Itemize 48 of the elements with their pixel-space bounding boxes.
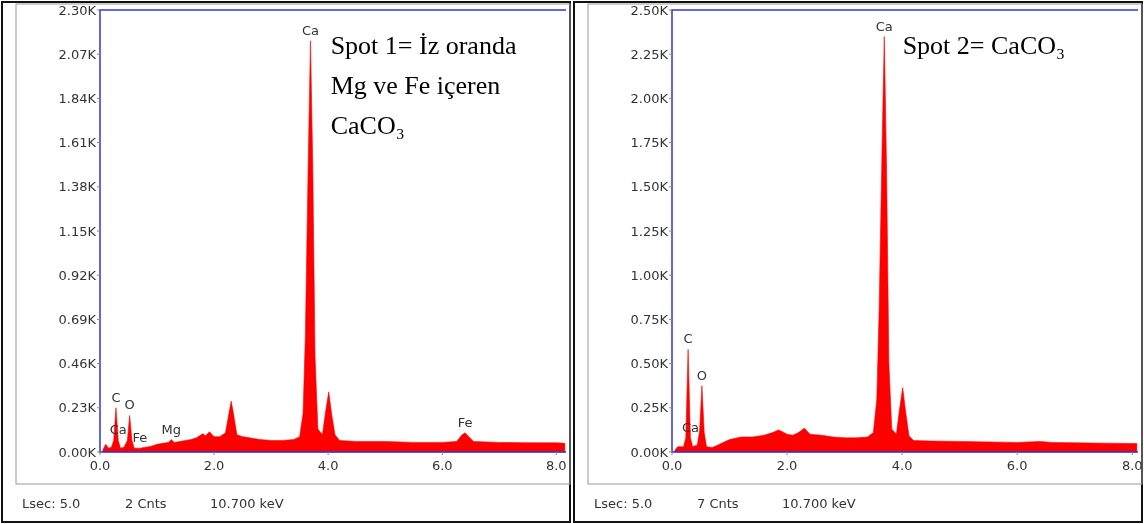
annotation: Ca <box>301 22 319 38</box>
y-tick-label: 1.61K <box>58 135 97 151</box>
y-tick-label: 1.75K <box>630 135 669 151</box>
y-tick-label: 1.25K <box>630 223 669 239</box>
text: 2 Cnts <box>125 496 167 511</box>
x-tick-label: 2.0 <box>203 458 225 473</box>
y-tick-label: 2.00K <box>630 90 669 106</box>
y-tick-label: 2.07K <box>58 46 97 62</box>
y-tick-label: 0.69K <box>58 311 97 327</box>
text: 10.700 keV <box>782 496 856 511</box>
y-tick-label: 1.84K <box>58 90 97 106</box>
y-tick-label: 0.23K <box>58 400 97 416</box>
text: Spot 2= CaCO₃ <box>902 31 1066 60</box>
y-tick-label: 0.46K <box>58 356 97 372</box>
text: Lsec: 5.0 <box>594 496 653 511</box>
x-tick-label: 6.0 <box>1006 458 1028 473</box>
x-tick-label: 0.0 <box>661 458 683 473</box>
x-tick-label: 4.0 <box>891 458 913 473</box>
text: 10.700 keV <box>210 496 284 511</box>
y-tick-label: 1.38K <box>58 179 97 195</box>
annotation: Ca <box>875 18 893 34</box>
x-tick-label: 8.0 <box>545 458 567 473</box>
y-tick-label: 0.25K <box>630 400 669 416</box>
text: Spot 1= İz oranda Mg ve Fe içeren CaCO₃ <box>330 31 517 140</box>
y-tick-label: 1.15K <box>58 223 97 239</box>
y-tick-label: 2.25K <box>630 46 669 62</box>
x-tick-label: 4.0 <box>317 458 339 473</box>
text: Lsec: 5.0 <box>22 496 81 511</box>
annotation: O <box>124 397 135 413</box>
y-tick-label: 0.92K <box>58 267 97 283</box>
y-tick-label: 2.30K <box>58 2 97 18</box>
annotation: C <box>111 389 121 405</box>
x-tick-label: 2.0 <box>776 458 798 473</box>
annotation: O <box>696 367 708 383</box>
annotation: Fe <box>457 414 473 430</box>
annotation: Fe <box>132 430 148 446</box>
y-tick-label: 1.50K <box>630 179 669 195</box>
x-tick-label: 0.0 <box>89 458 111 473</box>
y-tick-label: 0.75K <box>630 311 669 327</box>
annotation: Mg <box>161 421 182 437</box>
y-tick-label: 2.50K <box>630 2 669 18</box>
y-tick-label: 0.00K <box>630 444 669 460</box>
y-tick-label: 1.00K <box>630 267 669 283</box>
text: 7 Cnts <box>697 496 739 511</box>
y-tick-label: 0.00K <box>58 444 97 460</box>
y-tick-label: 0.50K <box>630 356 669 372</box>
x-tick-label: 6.0 <box>431 458 453 473</box>
annotation: C <box>683 331 693 347</box>
